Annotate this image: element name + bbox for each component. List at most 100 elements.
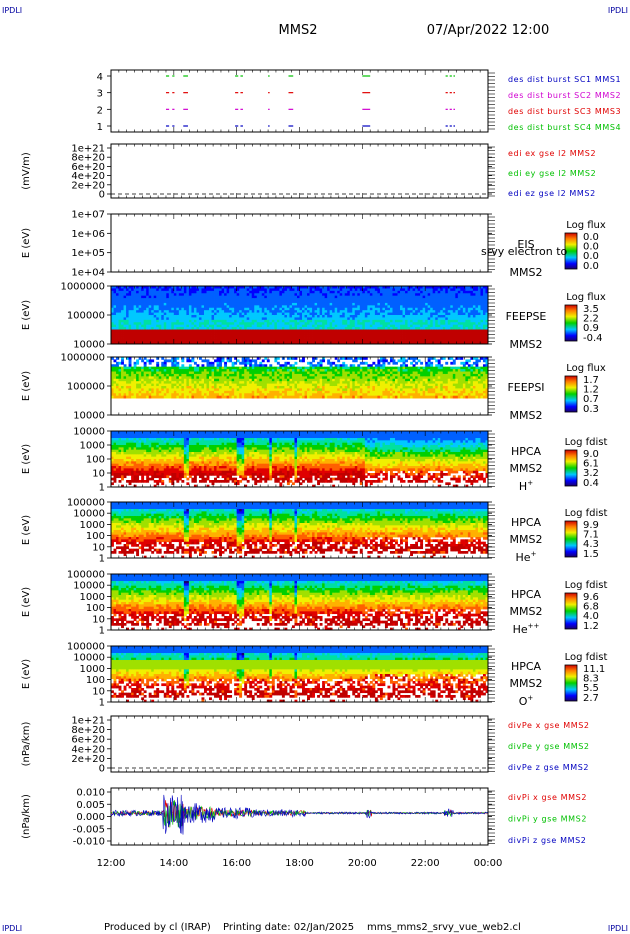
spectrogram-cell (209, 300, 212, 304)
spectrogram-cell (123, 288, 127, 292)
spectrogram-cell (111, 334, 114, 338)
spectrogram-cell (420, 341, 424, 345)
spectrogram-cell (244, 336, 248, 340)
spectrogram-cell (465, 300, 469, 304)
spectrogram-cell (163, 334, 167, 338)
spectrogram-cell (430, 290, 434, 294)
spectrogram-cell (462, 317, 466, 321)
spectrogram-cell (455, 331, 459, 335)
spectrogram-cell (289, 286, 293, 289)
spectrogram-cell (317, 312, 320, 316)
spectrogram-cell (198, 331, 202, 335)
spectrogram-cell (219, 293, 222, 297)
spectrogram-cell (216, 361, 220, 365)
spectrogram-cell (203, 393, 207, 397)
spectrogram-cell (186, 376, 190, 380)
spectrogram-cell (113, 315, 117, 318)
spectrogram-cell (171, 307, 175, 311)
spectrogram-cell (251, 329, 255, 333)
spectrogram-cell (128, 324, 132, 328)
spectrogram-cell (372, 302, 376, 306)
spectrogram-cell (435, 310, 439, 313)
spectrogram-cell (379, 298, 383, 301)
spectrogram-cell (171, 298, 175, 301)
spectrogram-cell (354, 341, 358, 345)
spectrogram-cell (181, 386, 185, 389)
spectrogram-cell (146, 334, 150, 338)
spectrogram-cell (377, 327, 381, 330)
spectrogram-cell (209, 293, 212, 297)
spectrogram-cell (274, 288, 278, 292)
spectrogram-cell (475, 295, 479, 299)
spectrogram-cell (435, 288, 439, 292)
spectrogram-cell (425, 339, 429, 342)
spectrogram-cell (186, 378, 190, 382)
spectrogram-cell (219, 295, 222, 299)
spectrogram-cell (357, 324, 361, 328)
spectrogram-cell (312, 319, 315, 323)
spectrogram-cell (447, 293, 451, 297)
spectrogram-cell (133, 364, 137, 368)
spectrogram-cell (249, 300, 253, 304)
spectrogram-cell (241, 312, 245, 316)
spectrogram-cell (151, 388, 155, 392)
spectrogram-cell (166, 312, 170, 316)
spectrogram-cell (470, 286, 474, 289)
spectrogram-cell (395, 302, 398, 306)
spectrogram-cell (296, 315, 300, 318)
spectrogram-cell (334, 341, 338, 345)
spectrogram-cell (392, 339, 396, 342)
spectrogram-cell (427, 307, 431, 311)
spectrogram-cell (146, 300, 150, 304)
spectrogram-cell (264, 286, 268, 289)
spectrogram-cell (261, 319, 265, 323)
spectrogram-cell (334, 319, 338, 323)
spectrogram-cell (482, 288, 486, 292)
spectrogram-cell (415, 288, 419, 292)
spectrogram-cell (374, 341, 378, 345)
spectrogram-cell (294, 293, 298, 297)
spectrogram-cell (475, 327, 479, 330)
spectrogram-cell (216, 322, 220, 326)
spectrogram-cell (407, 305, 411, 309)
spectrogram-cell (224, 393, 228, 397)
spectrogram-cell (442, 286, 446, 289)
spectrogram-cell (427, 293, 431, 297)
spectrogram-cell (111, 286, 114, 289)
spectrogram-cell (206, 371, 210, 375)
spectrogram-cell (196, 395, 200, 399)
spectrogram-cell (171, 331, 175, 335)
spectrogram-cell (118, 312, 122, 316)
spectrogram-cell (229, 288, 233, 292)
spectrogram-cell (138, 290, 142, 294)
spectrogram-cell (214, 288, 217, 292)
spectrogram-cell (236, 334, 240, 338)
spectrogram-cell (271, 329, 275, 333)
spectrogram-cell (176, 341, 180, 345)
spectrogram-cell (209, 339, 212, 342)
spectrogram-cell (276, 339, 280, 342)
spectrogram-cell (379, 307, 383, 311)
spectrogram-cell (342, 305, 346, 309)
spectrogram-cell (352, 327, 356, 330)
spectrogram-cell (357, 288, 361, 292)
spectrogram-cell (138, 393, 142, 397)
spectrogram-cell (231, 341, 235, 345)
spectrogram-cell (374, 329, 378, 333)
spectrogram-cell (357, 298, 361, 301)
spectrogram-cell (372, 319, 376, 323)
spectrogram-cell (206, 383, 210, 387)
spectrogram-cell (274, 327, 278, 330)
spectrogram-cell (138, 302, 142, 306)
spectrogram-cell (455, 336, 459, 340)
spectrogram-cell (291, 317, 295, 321)
spectrogram-cell (470, 322, 474, 326)
spectrogram-cell (236, 315, 240, 318)
legend-entry: des dist burst SC4 MMS4 (508, 123, 621, 132)
spectrogram-cell (166, 305, 170, 309)
y-tick-label: 1e+06 (71, 229, 105, 240)
spectrogram-cell (171, 324, 175, 328)
spectrogram-cell (216, 295, 220, 299)
spectrogram-cell (460, 324, 464, 328)
